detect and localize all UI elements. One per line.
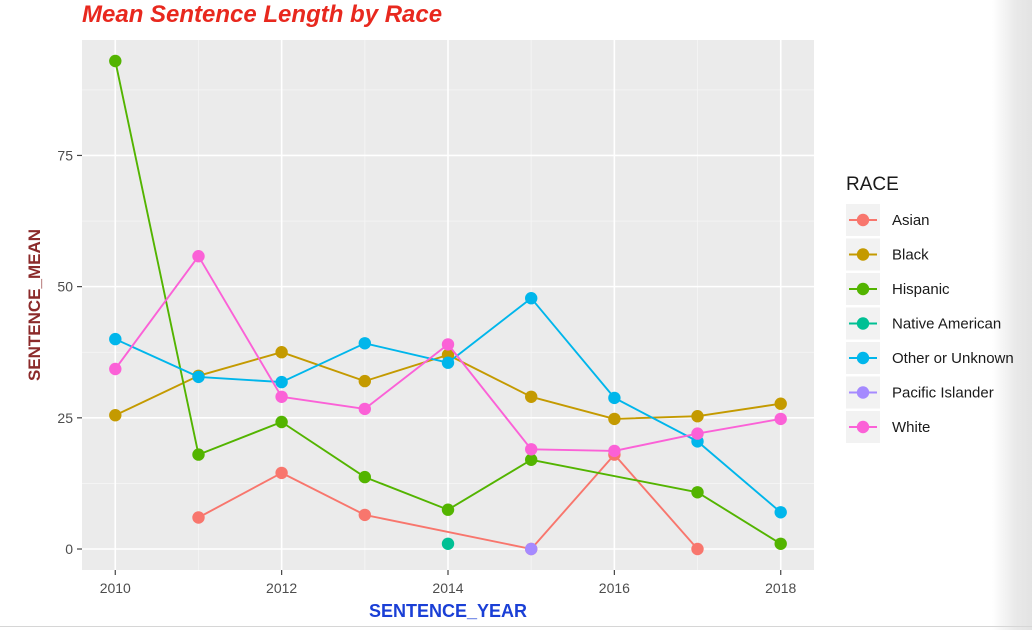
data-point-other-or-unknown (358, 337, 371, 350)
y-tick-label: 75 (57, 147, 73, 163)
legend-label: Black (892, 247, 929, 264)
series-native-american (441, 537, 455, 550)
x-axis-label: SENTENCE_YEAR (369, 601, 527, 621)
data-point-hispanic (192, 448, 205, 461)
legend-label: Asian (892, 212, 930, 229)
legend-key-point (856, 213, 870, 227)
y-axis: 0 25 50 75 (57, 147, 82, 557)
data-point-white (441, 338, 455, 351)
legend-label: Other or Unknown (892, 350, 1014, 367)
legend-label: White (892, 419, 930, 436)
data-point-hispanic (275, 415, 288, 429)
data-point-black (691, 410, 704, 423)
legend-key-point (856, 420, 870, 434)
series-pacific-islander (525, 542, 538, 556)
data-point-other-or-unknown (774, 506, 787, 519)
legend-label: Hispanic (892, 281, 950, 298)
series-hispanic (109, 54, 787, 550)
series-layer (109, 54, 787, 556)
window-bottom-border (0, 626, 1032, 627)
legend-label: Pacific Islander (892, 385, 994, 402)
data-point-hispanic (525, 453, 538, 466)
data-point-hispanic (691, 486, 704, 499)
x-tick-label: 2010 (100, 580, 131, 596)
data-point-asian (275, 466, 288, 480)
window-edge-shade (992, 0, 1032, 630)
series-line-asian (198, 453, 699, 550)
data-point-native-american (441, 537, 455, 550)
data-point-white (525, 443, 538, 456)
data-point-white (192, 250, 205, 263)
y-tick-label: 0 (65, 541, 73, 557)
x-tick-label: 2012 (266, 580, 297, 596)
data-point-other-or-unknown (275, 375, 288, 389)
x-tick-label: 2018 (765, 580, 796, 596)
data-point-asian (358, 508, 371, 522)
data-point-other-or-unknown (441, 356, 455, 369)
data-point-black (525, 390, 538, 403)
legend-item-asian: Asian (846, 204, 930, 236)
data-point-asian (691, 542, 704, 556)
data-point-white (109, 362, 122, 376)
legend-key-point (856, 351, 870, 365)
series-line-hispanic (114, 60, 782, 545)
legend-item-native-american: Native American (846, 307, 1001, 340)
data-point-other-or-unknown (525, 292, 538, 305)
legend-item-black: Black (846, 238, 929, 271)
data-point-other-or-unknown (608, 391, 621, 405)
x-axis: 2010 2012 2014 2016 2018 (100, 570, 797, 596)
data-point-white (358, 402, 371, 416)
data-point-hispanic (358, 470, 371, 484)
legend: RACE Asian Black Hispanic Native American Ot… (846, 174, 1014, 443)
y-tick-label: 25 (57, 410, 73, 426)
data-point-other-or-unknown (109, 332, 122, 346)
data-point-white (608, 444, 621, 458)
series-white (109, 250, 787, 458)
legend-item-pacific-islander: Pacific Islander (846, 376, 994, 409)
legend-key-point (856, 282, 870, 296)
data-point-black (774, 397, 787, 410)
legend-title: RACE (846, 174, 899, 195)
data-point-pacific-islander (525, 542, 538, 556)
data-point-white (691, 427, 704, 440)
legend-key-point (856, 317, 870, 330)
data-point-white (275, 390, 288, 403)
data-point-hispanic (441, 503, 455, 516)
y-axis-label: SENTENCE_MEAN (25, 229, 44, 381)
data-point-black (358, 374, 371, 388)
legend-label: Native American (892, 316, 1001, 333)
data-point-black (275, 346, 288, 359)
data-point-asian (192, 511, 205, 524)
legend-item-other-or-unknown: Other or Unknown (846, 342, 1014, 374)
legend-key-point (856, 248, 870, 261)
legend-item-white: White (846, 411, 930, 443)
data-point-hispanic (109, 54, 122, 68)
x-tick-label: 2014 (432, 580, 463, 596)
data-point-black (109, 409, 122, 422)
data-point-other-or-unknown (192, 370, 205, 384)
data-point-hispanic (774, 537, 787, 550)
x-tick-label: 2016 (599, 580, 630, 596)
grid-lines (82, 40, 814, 570)
chart-title: Mean Sentence Length by Race (82, 1, 442, 28)
y-tick-label: 50 (57, 279, 73, 295)
legend-item-hispanic: Hispanic (846, 273, 950, 305)
legend-key-point (856, 386, 870, 399)
data-point-white (774, 412, 787, 426)
data-point-black (608, 412, 621, 426)
